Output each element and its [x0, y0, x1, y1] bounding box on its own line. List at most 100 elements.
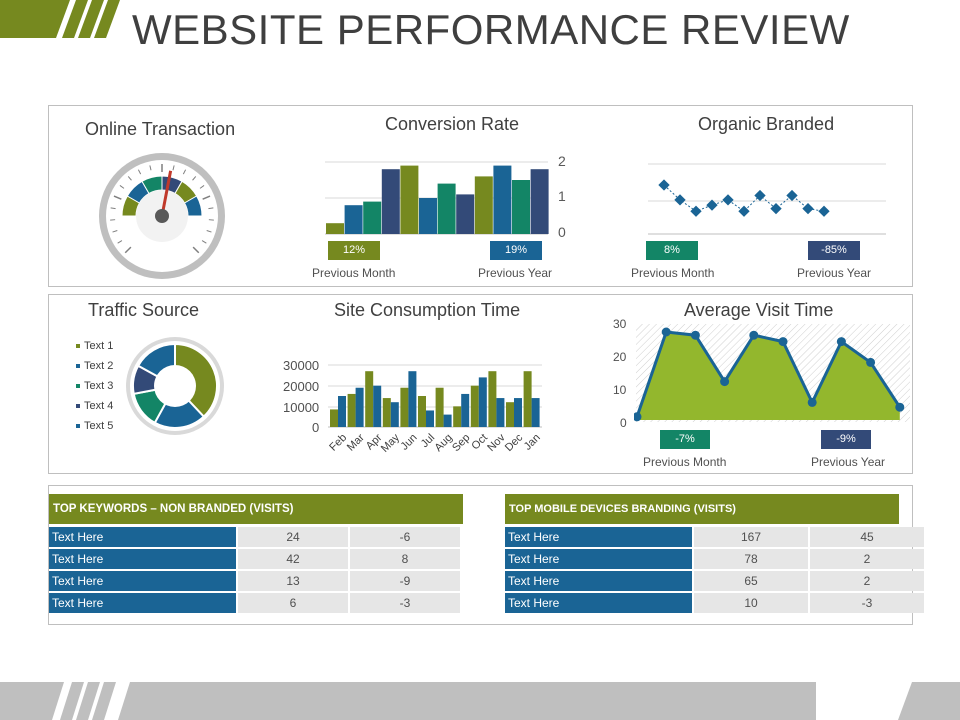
legend-item: Text 3	[76, 380, 113, 392]
site-bar	[355, 387, 364, 427]
site-month-label: Feb	[327, 432, 349, 454]
site-bar	[365, 371, 374, 427]
avg-point	[866, 357, 876, 367]
table-cell: -3	[350, 593, 460, 613]
conversion-bar	[344, 205, 363, 234]
org-badge-month: 8%	[646, 241, 698, 260]
conversion-bar	[512, 180, 530, 234]
table-cell: 167	[694, 527, 808, 547]
gauge-tick	[127, 176, 132, 181]
site-bar	[373, 385, 382, 427]
site-bar	[435, 387, 444, 427]
gauge-tick	[113, 195, 122, 200]
avg-ytick-30: 30	[613, 317, 627, 331]
gauge-needle	[160, 170, 173, 217]
site-bar	[478, 377, 487, 427]
organic-point	[818, 205, 830, 217]
gauge-tick	[137, 169, 142, 175]
site-bar	[338, 396, 346, 427]
table-row: Text Here 24 -6	[49, 527, 460, 547]
table-row: Text Here 6 -3	[49, 593, 460, 613]
site-bar	[453, 406, 462, 427]
legend-item: Text 5	[76, 420, 113, 432]
organic-line	[663, 184, 825, 212]
table-row: Text Here 13 -9	[49, 571, 460, 591]
site-ytick-20000: 20000	[283, 379, 320, 394]
avg-caption-year: Previous Year	[811, 455, 886, 469]
conversion-bar	[419, 198, 437, 234]
legend-swatch	[76, 404, 80, 409]
table-cell: 13	[238, 571, 348, 591]
table-cell: 8	[350, 549, 460, 569]
avg-ytick-20: 20	[613, 350, 627, 364]
conversion-bar	[363, 201, 382, 234]
site-bar	[347, 393, 356, 427]
avg-point	[836, 337, 846, 347]
site-bar	[496, 398, 505, 427]
gauge-tick	[119, 185, 125, 189]
gauge-tick	[192, 176, 197, 181]
gauge-tick	[124, 246, 132, 254]
table-cell: Text Here	[505, 549, 692, 569]
avg-point	[807, 397, 817, 407]
traffic-source-title: Traffic Source	[88, 300, 200, 320]
site-bar	[418, 396, 426, 427]
site-bar	[531, 398, 540, 427]
organic-point	[722, 194, 734, 206]
legend-swatch	[76, 344, 80, 349]
table-cell: 78	[694, 549, 808, 569]
gauge-tick	[172, 165, 175, 171]
gauge-tick	[206, 230, 212, 233]
table-row: Text Here 10 -3	[505, 593, 924, 613]
organic-point	[754, 189, 766, 202]
gauge-tick	[149, 165, 152, 171]
legend-swatch	[76, 424, 80, 429]
mobile-table: Text Here 167 45 Text Here 78 2 Text Here 65 2 Te…	[503, 525, 926, 615]
avg-point	[720, 377, 730, 387]
org-caption-month: Previous Month	[631, 266, 715, 280]
organic-point	[770, 202, 782, 215]
site-bar	[443, 414, 452, 427]
site-bar	[330, 409, 338, 427]
table-cell: -9	[350, 571, 460, 591]
avg-caption-month: Previous Month	[643, 455, 727, 469]
gauge-tick	[202, 195, 211, 200]
donut-slice	[153, 384, 206, 429]
avg-badge-year: -9%	[821, 430, 871, 449]
conv-caption-year: Previous Year	[478, 266, 553, 280]
conversion-rate-title: Conversion Rate	[385, 114, 520, 134]
table-cell: 2	[810, 549, 924, 569]
table-cell: 10	[694, 593, 808, 613]
organic-branded-chart	[648, 163, 886, 235]
site-month-label: Jun	[399, 432, 420, 453]
organic-point	[802, 202, 814, 215]
conv-badge-month: 12%	[328, 241, 380, 260]
table-cell: Text Here	[49, 527, 236, 547]
table-cell: Text Here	[505, 527, 692, 547]
conversion-bar	[437, 183, 456, 234]
legend-label: Text 5	[84, 420, 114, 432]
org-badge-year: -85%	[808, 241, 860, 260]
avg-line	[635, 330, 902, 418]
average-visit-title: Average Visit Time	[684, 300, 834, 320]
site-ytick-30000: 30000	[283, 358, 320, 373]
site-bar	[461, 393, 470, 427]
table-row: Text Here 65 2	[505, 571, 924, 591]
avg-point	[895, 402, 905, 412]
table-cell: 2	[810, 571, 924, 591]
avg-point	[749, 330, 759, 340]
site-month-label: Oct	[469, 432, 490, 453]
table-cell: -3	[810, 593, 924, 613]
site-bar	[426, 410, 434, 427]
gauge-tick	[192, 246, 200, 254]
legend-swatch	[76, 364, 80, 369]
gauge-chart	[99, 153, 225, 279]
table-cell: Text Here	[49, 571, 236, 591]
table-cell: 42	[238, 549, 348, 569]
table-cell: 24	[238, 527, 348, 547]
keywords-table: Text Here 24 -6 Text Here 42 8 Text Here 13 -9 Te…	[47, 525, 462, 615]
site-ytick-0: 0	[312, 420, 320, 435]
table-cell: Text Here	[49, 549, 236, 569]
table-row: Text Here 78 2	[505, 549, 924, 569]
